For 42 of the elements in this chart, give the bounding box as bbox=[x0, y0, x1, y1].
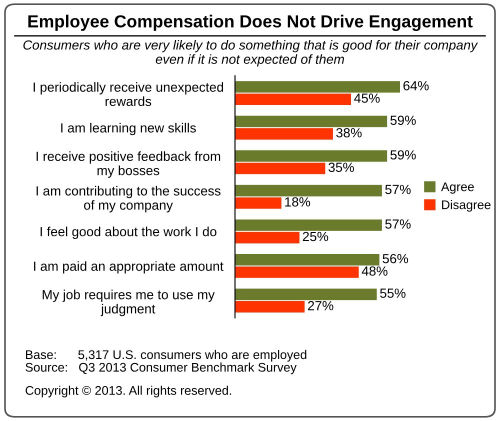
y-tick-label: My job requires me to use my judgment bbox=[42, 290, 215, 316]
bar bbox=[235, 232, 300, 244]
data-label: 48% bbox=[362, 266, 388, 276]
bar bbox=[235, 128, 333, 140]
y-tick-label: I am paid an appropriate amount bbox=[34, 261, 224, 274]
chart-title: Employee Compensation Does Not Drive Engagement bbox=[28, 14, 473, 31]
data-label: 27% bbox=[308, 300, 334, 310]
data-label: 57% bbox=[385, 219, 411, 229]
data-label: 59% bbox=[390, 150, 416, 160]
data-label: 59% bbox=[390, 116, 416, 125]
chart-subtitle: Consumers who are very likely to do something that is good for their company even if it is not expected of them bbox=[23, 40, 478, 67]
bar bbox=[235, 81, 400, 93]
legend-label: Disagree bbox=[442, 200, 491, 212]
legend-label: Agree bbox=[441, 182, 474, 194]
bar bbox=[235, 184, 382, 196]
y-tick-label: I receive positive feedback from my bosses bbox=[36, 151, 220, 178]
bar bbox=[235, 162, 326, 174]
bar bbox=[235, 94, 352, 106]
bar bbox=[235, 197, 282, 209]
bar bbox=[235, 219, 382, 231]
data-label: 45% bbox=[354, 94, 380, 103]
y-tick-label: I feel good about the work I do bbox=[40, 226, 216, 239]
source-note: Source: Q3 2013 Consumer Benchmark Survey bbox=[26, 362, 297, 374]
y-tick-label: I am learning new skills bbox=[61, 122, 196, 136]
bar bbox=[235, 301, 305, 313]
data-label: 18% bbox=[285, 197, 310, 207]
data-label: 38% bbox=[336, 128, 362, 138]
text: Copyright © 2013. All rights reserved. bbox=[26, 386, 232, 398]
text: Base: 5,317 U.S. consumers who are employed bbox=[26, 350, 306, 362]
data-label: 57% bbox=[385, 184, 411, 194]
data-label: 25% bbox=[302, 232, 328, 242]
bar bbox=[235, 116, 388, 128]
data-label: 64% bbox=[403, 81, 429, 90]
data-label: 35% bbox=[328, 162, 354, 172]
data-label: 56% bbox=[382, 254, 408, 264]
bar bbox=[235, 254, 380, 266]
bar bbox=[235, 150, 388, 162]
y-tick-label: I am contributing to the success of my company bbox=[36, 186, 220, 212]
bar bbox=[235, 266, 359, 278]
data-label: 55% bbox=[380, 288, 406, 298]
bar bbox=[235, 288, 377, 300]
y-tick-label: I periodically receive unexpected rewards bbox=[34, 82, 224, 106]
